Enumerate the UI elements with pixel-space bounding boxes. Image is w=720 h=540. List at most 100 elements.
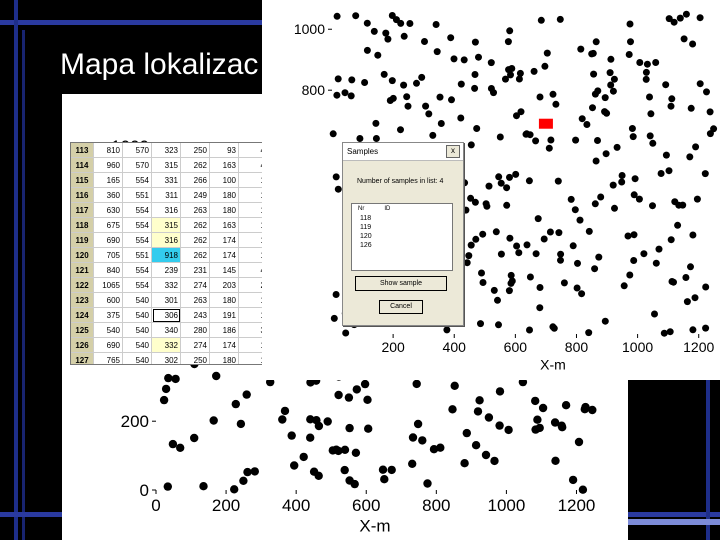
row-header[interactable]: 123 (71, 292, 94, 308)
row-header[interactable]: 125 (71, 322, 94, 338)
table-cell[interactable]: 551 (122, 247, 152, 263)
table-cell[interactable]: 554 (122, 277, 152, 293)
table-cell[interactable]: 262 (180, 157, 210, 173)
row-header[interactable]: 114 (71, 157, 94, 173)
table-cell[interactable]: 360 (93, 187, 123, 203)
table-cell[interactable]: 690 (93, 337, 123, 353)
table-cell[interactable]: 840 (93, 262, 123, 278)
table-cell[interactable]: 375 (93, 307, 123, 323)
table-cell[interactable]: 180 (209, 352, 239, 364)
table-cell[interactable]: 316 (151, 202, 181, 218)
scatter-point (334, 185, 342, 193)
table-cell[interactable]: 203 (209, 277, 239, 293)
row-header[interactable]: 121 (71, 262, 94, 278)
table-cell[interactable]: 1065 (93, 277, 123, 293)
list-item[interactable]: 119 (360, 224, 372, 231)
table-cell[interactable]: 332 (151, 337, 181, 353)
row-header[interactable]: 127 (71, 352, 94, 364)
table-cell[interactable]: 311 (151, 187, 181, 203)
table-cell[interactable]: 93 (209, 143, 239, 158)
table-cell[interactable]: 332 (151, 277, 181, 293)
table-cell[interactable]: 249 (180, 187, 210, 203)
table-cell[interactable]: 705 (93, 247, 123, 263)
table-cell[interactable]: 554 (122, 232, 152, 248)
table-cell[interactable]: 145 (209, 262, 239, 278)
table-cell[interactable]: 262 (180, 247, 210, 263)
table-cell[interactable]: 540 (122, 307, 152, 323)
row-header[interactable]: 119 (71, 232, 94, 248)
table-cell[interactable]: 250 (180, 352, 210, 364)
table-cell[interactable]: 315 (151, 217, 181, 233)
list-item[interactable]: 120 (360, 233, 372, 240)
table-cell[interactable]: 266 (180, 172, 210, 188)
list-item[interactable]: 126 (360, 242, 372, 249)
table-cell[interactable]: 315 (151, 157, 181, 173)
table-cell[interactable]: 100 (209, 172, 239, 188)
row-header[interactable]: 126 (71, 337, 94, 353)
table-cell[interactable]: 554 (122, 262, 152, 278)
table-cell[interactable]: 554 (122, 172, 152, 188)
table-cell[interactable]: 191 (209, 307, 239, 323)
row-header[interactable]: 120 (71, 247, 94, 263)
row-header[interactable]: 118 (71, 217, 94, 233)
table-cell[interactable]: 302 (151, 352, 181, 364)
row-header[interactable]: 115 (71, 172, 94, 188)
table-cell[interactable]: 918 (151, 247, 181, 263)
table-cell[interactable]: 540 (93, 322, 123, 338)
table-cell[interactable]: 262 (180, 232, 210, 248)
cancel-button[interactable]: Cancel (379, 300, 423, 314)
table-cell[interactable]: 174 (209, 232, 239, 248)
table-cell[interactable]: 301 (151, 292, 181, 308)
table-cell[interactable]: 540 (122, 337, 152, 353)
table-cell[interactable]: 630 (93, 202, 123, 218)
table-cell[interactable]: 675 (93, 217, 123, 233)
table-cell[interactable]: 174 (209, 247, 239, 263)
table-cell[interactable]: 540 (122, 322, 152, 338)
table-cell[interactable]: 540 (122, 352, 152, 364)
table-cell[interactable]: 231 (180, 262, 210, 278)
table-cell[interactable]: 174 (209, 337, 239, 353)
sample-list[interactable]: Nr ID 118 119 120 126 (351, 203, 453, 271)
table-cell[interactable]: 180 (209, 187, 239, 203)
table-cell[interactable]: 340 (151, 322, 181, 338)
table-cell[interactable]: 690 (93, 232, 123, 248)
table-cell[interactable]: 960 (93, 157, 123, 173)
show-sample-button[interactable]: Show sample (355, 276, 447, 291)
table-cell[interactable]: 331 (151, 172, 181, 188)
table-cell[interactable]: 765 (93, 352, 123, 364)
list-item[interactable]: 118 (360, 215, 372, 222)
table-cell[interactable]: 180 (209, 202, 239, 218)
table-cell[interactable]: 274 (180, 337, 210, 353)
table-cell[interactable]: 810 (93, 143, 123, 158)
table-cell[interactable]: 243 (180, 307, 210, 323)
table-cell[interactable]: 163 (209, 157, 239, 173)
row-header[interactable]: 117 (71, 202, 94, 218)
table-cell[interactable]: 250 (180, 143, 210, 158)
scatter-point (432, 21, 440, 28)
table-cell[interactable]: 540 (122, 292, 152, 308)
table-cell[interactable]: 274 (180, 277, 210, 293)
table-cell[interactable]: 551 (122, 187, 152, 203)
close-icon[interactable]: x (446, 145, 460, 158)
row-header[interactable]: 116 (71, 187, 94, 203)
table-cell[interactable]: 262 (180, 217, 210, 233)
table-cell[interactable]: 306 (151, 307, 181, 323)
table-cell[interactable]: 570 (122, 143, 152, 158)
table-cell[interactable]: 554 (122, 217, 152, 233)
table-cell[interactable]: 180 (209, 292, 239, 308)
table-cell[interactable]: 239 (151, 262, 181, 278)
row-header[interactable]: 122 (71, 277, 94, 293)
table-cell[interactable]: 165 (93, 172, 123, 188)
table-cell[interactable]: 280 (180, 322, 210, 338)
table-cell[interactable]: 570 (122, 157, 152, 173)
table-cell[interactable]: 186 (209, 322, 239, 338)
table-cell[interactable]: 316 (151, 232, 181, 248)
row-header[interactable]: 124 (71, 307, 94, 323)
table-cell[interactable]: 263 (180, 292, 210, 308)
table-cell[interactable]: 263 (180, 202, 210, 218)
table-cell[interactable]: 554 (122, 202, 152, 218)
table-cell[interactable]: 163 (209, 217, 239, 233)
row-header[interactable]: 113 (71, 143, 94, 158)
table-cell[interactable]: 600 (93, 292, 123, 308)
table-cell[interactable]: 323 (151, 143, 181, 158)
